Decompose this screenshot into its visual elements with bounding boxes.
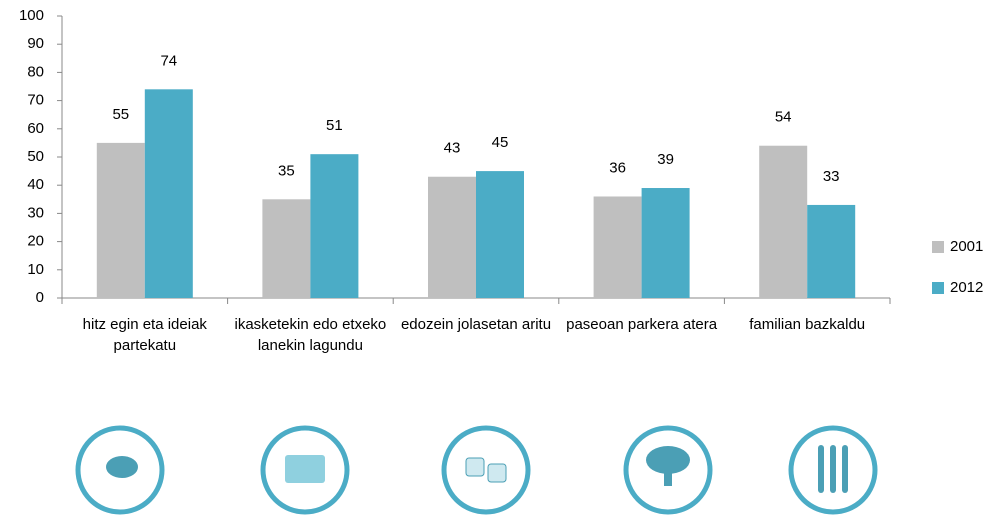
icon-circle xyxy=(75,425,165,515)
x-tick-label: ikasketekin edo etxeko lanekin lagundu xyxy=(234,316,387,354)
data-label: 36 xyxy=(609,159,626,176)
data-label: 51 xyxy=(326,117,343,134)
data-label: 33 xyxy=(823,168,840,185)
y-tick-label: 0 xyxy=(36,289,44,306)
icon-circle xyxy=(788,425,878,515)
data-label: 35 xyxy=(278,162,295,179)
icon-tree-trunk xyxy=(664,466,672,486)
x-tick-label: paseoan parkera atera xyxy=(566,316,718,333)
data-label: 45 xyxy=(492,134,509,151)
icon-knife xyxy=(842,445,848,493)
bar xyxy=(96,142,145,298)
bar xyxy=(310,154,359,298)
data-label: 55 xyxy=(112,106,129,123)
x-tick-label: edozein jolasetan aritu xyxy=(400,316,552,333)
bar xyxy=(428,176,476,298)
data-label: 39 xyxy=(657,151,674,168)
icon-books xyxy=(285,455,325,483)
x-tick-label: familian bazkaldu xyxy=(749,316,866,333)
icon-circle xyxy=(441,425,531,515)
bar xyxy=(641,188,690,298)
icon-talk xyxy=(106,456,138,478)
legend-label: 2001 xyxy=(950,238,983,255)
icons xyxy=(75,425,878,515)
y-tick-label: 100 xyxy=(19,7,44,24)
icon-spoon xyxy=(818,445,824,493)
bar xyxy=(144,89,193,298)
bar xyxy=(759,145,808,298)
bar xyxy=(807,204,856,298)
y-tick-label: 10 xyxy=(27,261,44,278)
data-label: 74 xyxy=(160,52,177,69)
bar xyxy=(262,199,311,298)
bar xyxy=(593,196,642,298)
icon-fork xyxy=(830,445,836,493)
legend-label: 2012 xyxy=(950,279,983,296)
bar xyxy=(476,171,524,298)
x-tick-label: hitz egin eta ideiak partekatu xyxy=(82,316,207,354)
icon-dice xyxy=(487,463,507,483)
legend-swatch xyxy=(932,282,944,294)
y-tick-label: 50 xyxy=(27,148,44,165)
icon-circle xyxy=(623,425,713,515)
y-tick-label: 90 xyxy=(27,35,44,52)
data-label: 43 xyxy=(444,140,461,157)
y-tick-label: 60 xyxy=(27,120,44,137)
y-tick-label: 70 xyxy=(27,92,44,109)
icon-circle xyxy=(260,425,350,515)
y-tick-label: 30 xyxy=(27,204,44,221)
icon-tree xyxy=(646,446,690,474)
y-tick-label: 40 xyxy=(27,176,44,193)
legend-swatch xyxy=(932,241,944,253)
icon-dice xyxy=(465,457,485,477)
y-tick-label: 20 xyxy=(27,233,44,250)
icon-shapes xyxy=(106,445,848,493)
data-label: 54 xyxy=(775,109,792,126)
y-tick-label: 80 xyxy=(27,63,44,80)
